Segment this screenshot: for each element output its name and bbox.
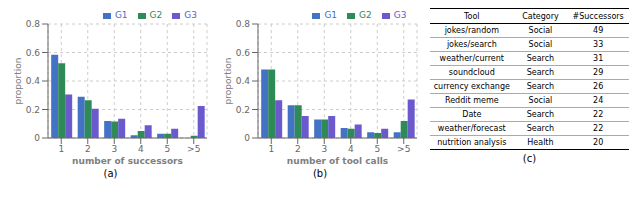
html-text:Reddit meme: Reddit meme — [445, 96, 499, 105]
svg-text:2: 2 — [294, 144, 300, 154]
html-text:G1: G1 — [324, 10, 338, 20]
svg-text:proportion: proportion — [13, 58, 23, 105]
svg-text:>5: >5 — [397, 144, 410, 154]
html-text:Tool: Tool — [464, 11, 480, 21]
html-text:Search: Search — [526, 54, 555, 63]
svg-text:0.4: 0.4 — [235, 76, 250, 86]
html-text:31: 31 — [593, 54, 604, 63]
svg-text:0.2: 0.2 — [26, 105, 40, 115]
svg-text:number of successors: number of successors — [72, 156, 183, 166]
html-text:Social: Social — [528, 26, 553, 35]
svg-text:2: 2 — [85, 144, 91, 154]
html-text:(b): (b) — [312, 168, 328, 179]
svg-text:1: 1 — [268, 144, 274, 154]
svg-text:0: 0 — [244, 133, 250, 143]
html-text:20: 20 — [593, 138, 604, 147]
svg-text:0.8: 0.8 — [26, 19, 41, 29]
html-text:soundcloud: soundcloud — [448, 68, 495, 77]
html-text:Search: Search — [526, 110, 555, 119]
html-text:Search: Search — [526, 124, 555, 133]
html-text:22: 22 — [593, 124, 604, 133]
svg-text:>5: >5 — [187, 144, 200, 154]
svg-text:5: 5 — [164, 144, 170, 154]
html-text:currency exchange: currency exchange — [433, 82, 510, 91]
html-text:22: 22 — [593, 110, 604, 119]
html-text:Search: Search — [526, 82, 555, 91]
html-text:jokes/random: jokes/random — [444, 26, 499, 35]
html-text:weather/forecast: weather/forecast — [437, 124, 506, 133]
html-text:G2: G2 — [149, 10, 163, 20]
html-text:Category: Category — [522, 11, 559, 21]
html-text:Social: Social — [528, 96, 553, 105]
svg-text:3: 3 — [111, 144, 117, 154]
html-text:49: 49 — [593, 26, 604, 35]
html-text:33: 33 — [593, 40, 604, 49]
html-text:Search: Search — [526, 68, 555, 77]
svg-text:3: 3 — [321, 144, 327, 154]
svg-text:0.6: 0.6 — [235, 48, 250, 58]
html-text:weather/current: weather/current — [439, 54, 504, 63]
svg-text:4: 4 — [138, 144, 144, 154]
html-text:(c): (c) — [522, 153, 537, 164]
svg-text:0.4: 0.4 — [26, 76, 41, 86]
svg-text:0: 0 — [34, 133, 40, 143]
html-text:29: 29 — [593, 68, 604, 77]
html-text:jokes/search: jokes/search — [446, 40, 497, 49]
html-text:G2: G2 — [359, 10, 372, 20]
html-text:#Successors: #Successors — [572, 11, 624, 21]
svg-text:0.8: 0.8 — [235, 19, 250, 29]
html-text:Date: Date — [462, 110, 482, 119]
svg-text:4: 4 — [347, 144, 353, 154]
html-text:24: 24 — [593, 96, 604, 105]
svg-text:5: 5 — [374, 144, 380, 154]
html-text:G3: G3 — [393, 10, 407, 20]
svg-text:1: 1 — [58, 144, 64, 154]
html-text:G1: G1 — [114, 10, 128, 20]
html-text:26: 26 — [593, 82, 604, 91]
html-text:(a): (a) — [103, 168, 118, 179]
html-text:Social: Social — [528, 40, 553, 49]
svg-text:0.6: 0.6 — [26, 48, 41, 58]
html-text:Health: Health — [527, 138, 554, 147]
svg-text:0.2: 0.2 — [235, 105, 249, 115]
svg-text:number of tool calls: number of tool calls — [286, 156, 387, 166]
html-text:nutrition analysis: nutrition analysis — [437, 138, 507, 147]
html-text:G3: G3 — [184, 10, 197, 20]
svg-text:proportion: proportion — [223, 58, 233, 105]
